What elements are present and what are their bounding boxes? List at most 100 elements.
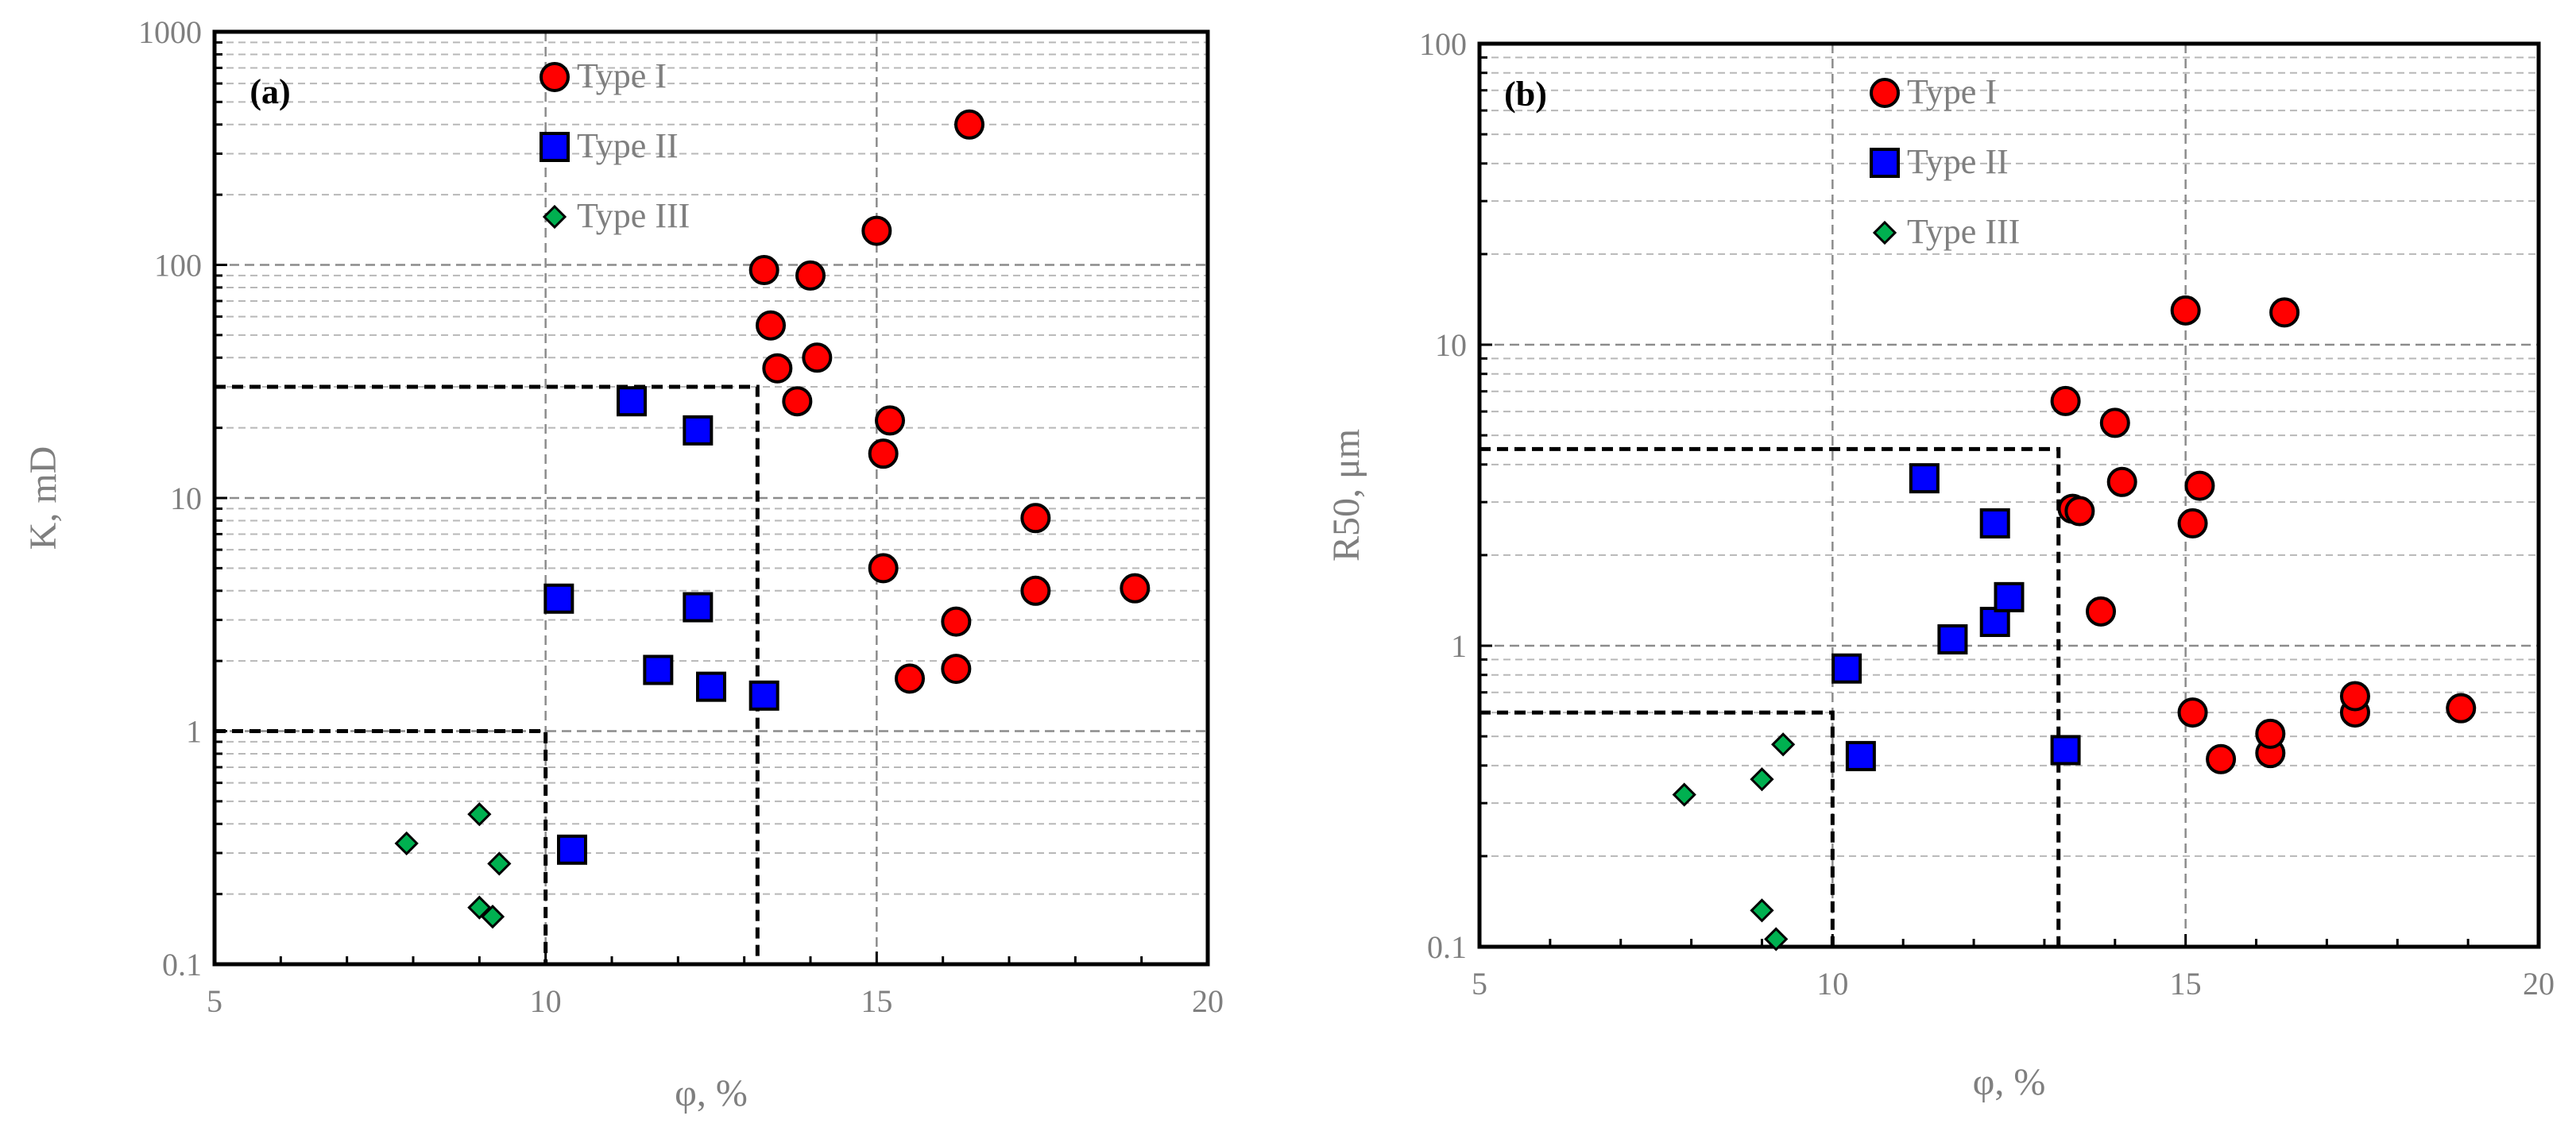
data-point <box>480 904 505 929</box>
data-point <box>861 215 892 246</box>
plot-frame <box>1477 41 2541 949</box>
data-point <box>2099 407 2130 438</box>
axis-ticks <box>213 41 1209 966</box>
legend: Type I Type II Type III <box>1870 72 2020 251</box>
data-point <box>875 405 905 436</box>
series-type-ii <box>1831 463 2081 771</box>
legend-label-type-i: Type I <box>1907 72 1997 111</box>
legend-marker-type-ii <box>1870 148 1900 178</box>
data-point <box>394 831 419 855</box>
data-point <box>1020 503 1051 534</box>
data-point <box>683 592 714 623</box>
data-point <box>868 553 899 584</box>
data-point <box>683 415 714 446</box>
x-axis-label: φ, % <box>1973 1061 2046 1103</box>
data-point <box>1764 927 1789 952</box>
legend-marker-type-iii <box>1872 220 1897 245</box>
data-point <box>868 438 899 469</box>
data-point <box>696 671 726 702</box>
x-tick-label: 10 <box>530 983 562 1019</box>
data-point <box>2050 735 2081 766</box>
data-point <box>2184 470 2215 501</box>
y-tick-label: 0.1 <box>162 947 202 983</box>
y-tick-label: 0.1 <box>1427 929 1467 965</box>
panel-label: (a) <box>249 72 290 111</box>
series-type-i <box>2050 295 2477 774</box>
data-point <box>802 342 833 373</box>
data-point <box>2064 496 2095 527</box>
data-point <box>1750 898 1774 923</box>
series-type-ii <box>543 386 779 865</box>
x-tick-label: 15 <box>861 983 892 1019</box>
data-point <box>1845 740 1876 771</box>
threshold-guide-line <box>1479 446 2061 947</box>
legend-marker-type-i <box>1870 78 1900 108</box>
legend-label-type-ii: Type II <box>577 126 679 165</box>
legend-label-type-i: Type I <box>577 56 667 95</box>
data-point <box>2269 297 2300 328</box>
data-point <box>756 310 786 341</box>
data-point <box>487 851 512 876</box>
axis-ticks <box>1478 56 2540 948</box>
y-tick-label: 10 <box>1435 327 1467 363</box>
data-point <box>795 260 826 291</box>
threshold-guide-line <box>215 729 548 964</box>
legend-label-type-ii: Type II <box>1907 142 2009 181</box>
gridlines <box>215 32 1208 964</box>
data-point <box>941 654 972 685</box>
threshold-guide-line <box>215 384 760 964</box>
data-point <box>543 583 574 614</box>
data-point <box>1020 575 1051 606</box>
data-point <box>895 663 925 694</box>
x-tick-label: 5 <box>1472 966 1487 1002</box>
y-tick-label: 100 <box>154 248 202 284</box>
y-tick-label: 1 <box>1451 628 1467 664</box>
data-point <box>2255 718 2286 749</box>
data-point <box>941 606 972 637</box>
data-point <box>1979 606 2010 637</box>
panel-label: (b) <box>1504 75 1547 114</box>
data-point <box>2177 697 2208 728</box>
data-point <box>1979 508 2010 539</box>
data-point <box>2206 743 2237 774</box>
series-type-iii <box>1672 732 1796 952</box>
legend-marker-type-iii <box>542 204 567 230</box>
data-point <box>2170 295 2201 326</box>
data-point <box>1831 653 1862 684</box>
data-point <box>954 109 984 140</box>
data-point <box>2177 508 2208 539</box>
data-point <box>762 353 793 384</box>
data-point <box>1672 782 1696 807</box>
x-tick-label: 15 <box>2170 966 2202 1002</box>
data-point <box>2446 693 2477 724</box>
legend-marker-type-ii <box>540 132 570 162</box>
data-point <box>467 802 492 827</box>
data-point <box>1909 463 1940 494</box>
data-point <box>1750 767 1774 792</box>
y-axis-label: R50, μm <box>1325 429 1367 562</box>
data-point <box>1771 732 1796 757</box>
x-axis-label: φ, % <box>675 1072 748 1114</box>
data-point <box>748 255 779 286</box>
data-point <box>643 654 674 685</box>
data-point <box>1994 581 2025 612</box>
data-point <box>2050 385 2081 416</box>
data-point <box>2339 681 2370 712</box>
data-point <box>2086 596 2117 627</box>
data-point <box>2106 466 2137 497</box>
y-tick-label: 100 <box>1419 26 1467 62</box>
y-tick-label: 1 <box>186 714 202 750</box>
data-point <box>782 386 813 417</box>
x-tick-label: 5 <box>207 983 222 1019</box>
series-type-i <box>748 109 1151 694</box>
gridlines <box>1479 44 2539 947</box>
data-point <box>557 834 587 865</box>
data-point <box>617 386 647 417</box>
data-point <box>1120 573 1151 604</box>
series-type-iii <box>394 802 512 929</box>
data-point <box>748 680 779 711</box>
data-point <box>1937 623 1968 654</box>
